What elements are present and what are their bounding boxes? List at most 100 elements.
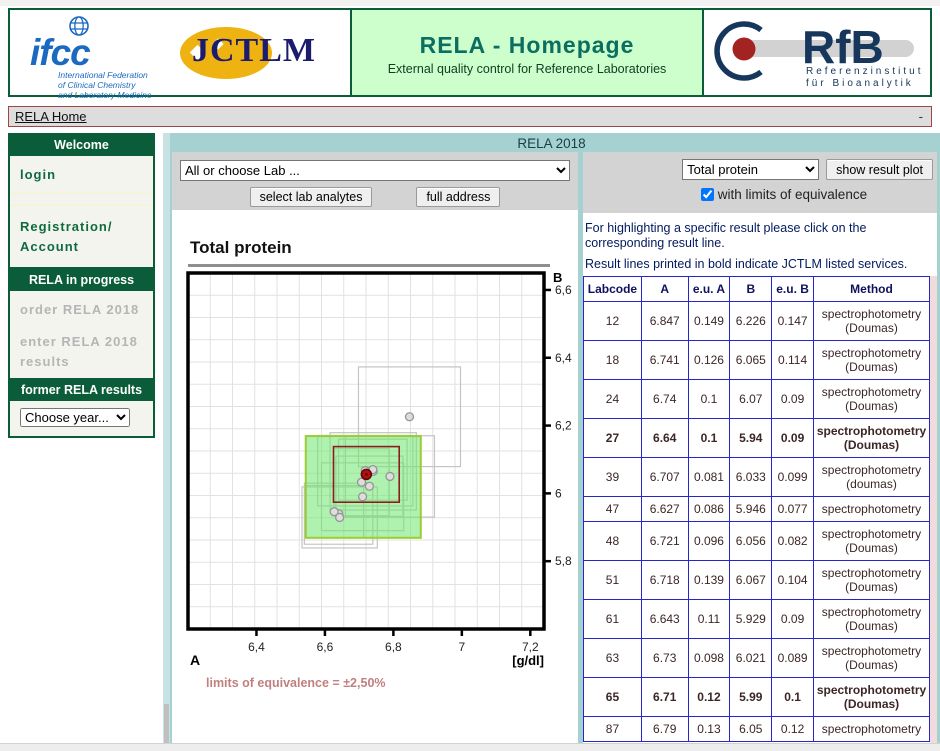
table-row[interactable]: 24 6.74 0.1 6.07 0.09 spectrophotometry (Doum… (583, 379, 930, 419)
ifcc-line: of Clinical Chemistry (58, 79, 136, 90)
choose-year-select[interactable]: Choose year... (20, 408, 130, 427)
table-cell: 0.139 (687, 560, 731, 600)
sidebar-item-enter-results: enter RELA 2018 results (20, 334, 138, 369)
table-cell: 6.73 (640, 638, 689, 678)
table-cell: 18 (583, 340, 642, 380)
table-cell: 6.056 (729, 521, 773, 561)
svg-text:A: A (190, 652, 200, 668)
svg-text:6,6: 6,6 (555, 283, 572, 297)
sidebar-item-login[interactable]: login (20, 167, 57, 182)
svg-text:6,6: 6,6 (317, 640, 334, 654)
ifcc-line: and Laboratory Medicine (58, 89, 152, 100)
table-cell: spectrophotometry (Doumas) (813, 599, 930, 639)
result-toolbar: Total protein show result plot with limi… (583, 152, 937, 213)
table-row[interactable]: 48 6.721 0.096 6.056 0.082 spectrophotometry … (583, 521, 930, 561)
svg-text:5,8: 5,8 (555, 554, 572, 568)
sidebar-item-order-rela: order RELA 2018 (20, 302, 140, 317)
table-cell: 6.033 (729, 457, 773, 497)
table-scrollbar[interactable] (930, 276, 937, 751)
table-cell: 0.149 (687, 301, 731, 341)
chart-title: Total protein (190, 238, 292, 257)
show-result-plot-button[interactable]: show result plot (826, 159, 933, 180)
table-cell: 0.104 (771, 560, 814, 600)
table-cell: 6.707 (640, 457, 689, 497)
svg-text:6,2: 6,2 (555, 419, 572, 433)
table-cell: spectrophotometry (Doumas) (813, 418, 930, 458)
table-cell: 0.1 (687, 379, 731, 419)
frame-scrollbar[interactable] (163, 133, 170, 751)
table-cell: 6.067 (729, 560, 773, 600)
rfb-wordmark: RfB (802, 21, 884, 73)
table-cell: spectrophotometry (Doumas) (813, 379, 930, 419)
table-row[interactable]: 27 6.64 0.1 5.94 0.09 spectrophotometry (Doum… (583, 418, 930, 458)
table-cell: 6.065 (729, 340, 773, 380)
table-row[interactable]: 63 6.73 0.098 6.021 0.089 spectrophotometry (… (583, 638, 930, 678)
table-cell: 0.09 (771, 379, 814, 419)
svg-text:6,4: 6,4 (248, 640, 265, 654)
table-cell: 0.086 (687, 496, 731, 522)
table-row[interactable]: 18 6.741 0.126 6.065 0.114 spectrophotometry … (583, 340, 930, 380)
table-cell: 0.1 (771, 677, 814, 717)
sidebar-box-welcome: Welcome login Registration/ Account (8, 133, 155, 269)
instructions: For highlighting a specific result pleas… (583, 213, 937, 272)
plot-panel: All or choose Lab ... select lab analyte… (172, 152, 578, 744)
table-cell: 0.11 (687, 599, 731, 639)
table-cell: spectrophotometry (Doumas) (813, 638, 930, 678)
table-row[interactable]: 87 6.79 0.13 6.05 0.12 spectrophotometry (583, 716, 930, 742)
column-header: Labcode (583, 276, 642, 302)
table-cell: 87 (583, 716, 642, 742)
table-cell: spectrophotometry (813, 496, 930, 522)
column-header: e.u. A (687, 276, 731, 302)
table-cell: 6.847 (640, 301, 689, 341)
table-row[interactable]: 65 6.71 0.12 5.99 0.1 spectrophotometry (Doum… (583, 677, 930, 717)
sidebar-title-progress: RELA in progress (10, 270, 153, 291)
jctlm-logo: JCTLM (178, 10, 350, 95)
table-row[interactable]: 39 6.707 0.081 6.033 0.099 spectrophotometry … (583, 457, 930, 497)
ifcc-line: International Federation (58, 70, 148, 80)
column-header: B (729, 276, 773, 302)
full-address-button[interactable]: full address (416, 187, 501, 207)
table-row[interactable]: 12 6.847 0.149 6.226 0.147 spectrophotometry … (583, 301, 930, 341)
column-header: A (640, 276, 689, 302)
rela-home-link[interactable]: RELA Home (15, 109, 87, 124)
sidebar-box-progress: RELA in progress order RELA 2018 enter R… (8, 268, 155, 384)
table-cell: 27 (583, 418, 642, 458)
jctlm-wordmark: JCTLM (192, 32, 316, 69)
table-cell: 0.1 (687, 418, 731, 458)
scrollbar-thumb[interactable] (164, 704, 169, 748)
table-cell: 0.082 (771, 521, 814, 561)
table-cell: 6.74 (640, 379, 689, 419)
table-cell: 39 (583, 457, 642, 497)
select-lab-analytes-button[interactable]: select lab analytes (249, 187, 373, 207)
table-cell: spectrophotometry (813, 716, 930, 742)
breadcrumb-bar: RELA Home - (8, 106, 932, 127)
table-cell: 24 (583, 379, 642, 419)
nav-right-dash[interactable]: - (918, 109, 923, 124)
page-subtitle: External quality control for Reference L… (387, 62, 667, 76)
table-row[interactable]: 61 6.643 0.11 5.929 0.09 spectrophotometry (D… (583, 599, 930, 639)
limits-caption: limits of equivalence = ±2,50% (206, 676, 386, 690)
lab-select[interactable]: All or choose Lab ... (180, 160, 570, 181)
limits-checkbox[interactable] (701, 188, 714, 201)
table-cell: 0.147 (771, 301, 814, 341)
sidebar-title-welcome: Welcome (10, 135, 153, 156)
sidebar-item-registration[interactable]: Registration/ Account (20, 219, 113, 254)
analyte-select[interactable]: Total protein (682, 159, 820, 180)
table-cell: 6.05 (729, 716, 773, 742)
table-cell: 5.929 (729, 599, 773, 639)
table-cell: 5.99 (729, 677, 773, 717)
table-cell: 0.12 (771, 716, 814, 742)
table-cell: 6.718 (640, 560, 689, 600)
table-cell: 0.114 (771, 340, 814, 380)
youden-plot: 6,6 6,4 6,2 6 5,8 6,4 6,6 6,8 7 7,2 B A [g/dl] (186, 270, 572, 668)
svg-text:6,4: 6,4 (555, 351, 572, 365)
table-row[interactable]: 47 6.627 0.086 5.946 0.077 spectrophotometry (583, 496, 930, 522)
table-cell: 61 (583, 599, 642, 639)
sidebar-title-former-results: former RELA results (10, 380, 153, 401)
rfb-sub2: für Bioanalytik (806, 78, 914, 89)
sidebar-box-former-results: former RELA results Choose year... (8, 378, 155, 438)
lab-toolbar: All or choose Lab ... select lab analyte… (172, 152, 578, 210)
limits-checkbox-label[interactable]: with limits of equivalence (717, 187, 868, 202)
table-row[interactable]: 51 6.718 0.139 6.067 0.104 spectrophotometry … (583, 560, 930, 600)
